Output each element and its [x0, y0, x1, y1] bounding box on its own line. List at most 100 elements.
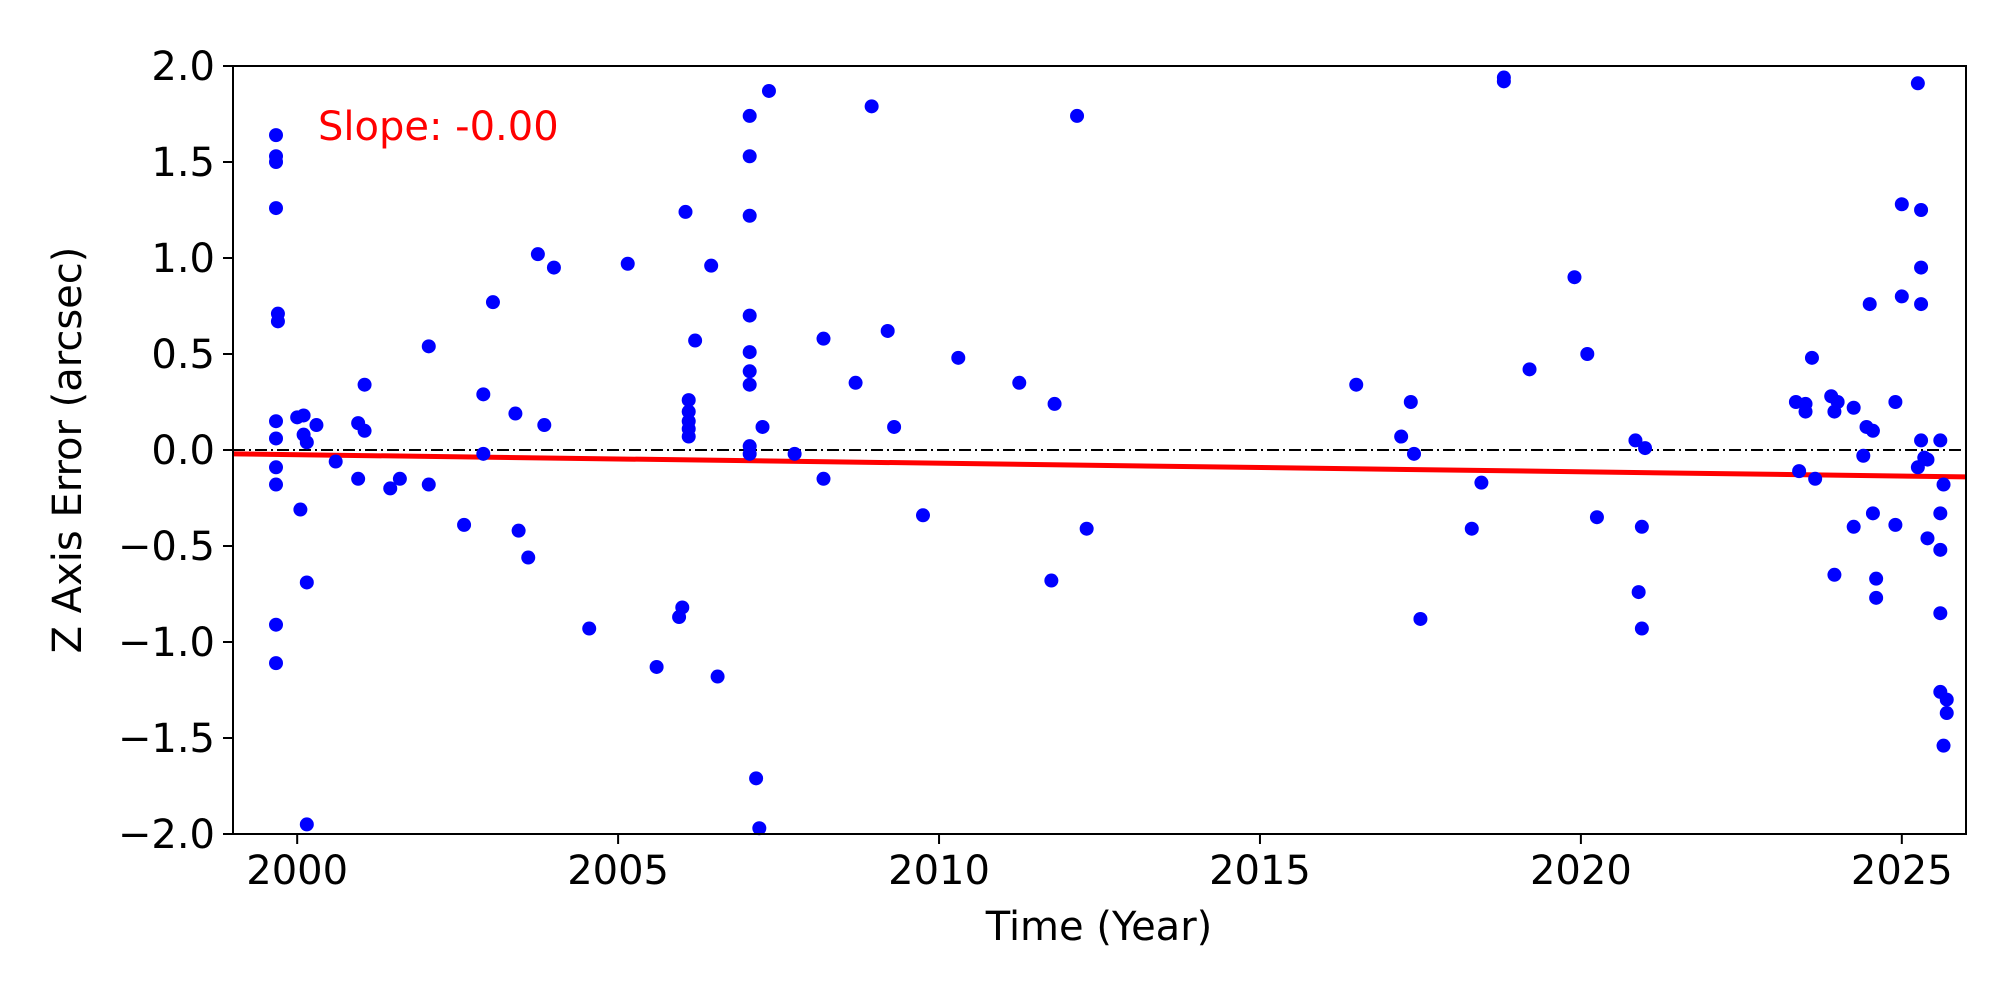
data-point	[1910, 76, 1925, 91]
data-point	[1638, 441, 1653, 456]
data-point	[476, 446, 491, 461]
data-point	[293, 502, 308, 517]
data-point	[1846, 519, 1861, 534]
data-point	[537, 418, 552, 433]
data-point	[299, 817, 314, 832]
data-point	[1865, 506, 1880, 521]
x-tick-label: 2000	[246, 848, 348, 894]
data-point	[269, 460, 284, 475]
data-point	[1589, 510, 1604, 525]
data-point	[1830, 395, 1845, 409]
data-point	[681, 404, 696, 419]
x-tick-label: 2015	[1209, 848, 1311, 894]
data-point	[864, 99, 879, 114]
data-point	[296, 408, 311, 423]
data-point	[742, 377, 757, 392]
y-axis-label: Z Axis Error (arcsec)	[45, 247, 91, 654]
data-point	[742, 149, 757, 164]
data-point	[269, 617, 284, 632]
data-point	[1403, 395, 1418, 409]
data-point	[1933, 542, 1948, 557]
data-point	[1079, 521, 1094, 536]
data-point	[1936, 477, 1951, 492]
data-point	[1936, 738, 1951, 753]
data-point	[476, 387, 491, 402]
y-axis: 2.0 1.5 1.0 0.5 0.0 −0.5 −1.0 −1.5 −2.0	[118, 44, 233, 858]
data-point	[351, 471, 366, 486]
data-point	[1827, 567, 1842, 582]
data-point	[546, 260, 561, 275]
data-point	[1856, 448, 1871, 463]
data-point	[1634, 519, 1649, 534]
data-point	[1407, 446, 1422, 461]
data-point	[688, 333, 703, 348]
data-point	[508, 406, 523, 421]
data-point	[1567, 270, 1582, 285]
data-point	[620, 256, 635, 271]
data-point	[269, 414, 284, 429]
data-point	[1349, 377, 1364, 392]
data-point	[1939, 706, 1954, 721]
y-tick-label: 1.0	[151, 236, 215, 282]
data-point	[742, 108, 757, 123]
data-point	[1888, 517, 1903, 532]
data-point	[1846, 400, 1861, 415]
data-point	[357, 423, 372, 438]
data-point	[1888, 395, 1903, 409]
data-point	[582, 621, 597, 636]
data-point	[357, 377, 372, 392]
data-point	[1634, 621, 1649, 636]
data-point	[742, 446, 757, 461]
data-point	[681, 393, 696, 408]
data-point	[1865, 423, 1880, 438]
data-point	[1894, 197, 1909, 212]
data-point	[710, 669, 725, 684]
data-point	[421, 477, 436, 492]
data-point	[1914, 297, 1929, 312]
data-point	[1914, 260, 1929, 275]
data-point	[1933, 606, 1948, 621]
data-point	[816, 331, 831, 346]
data-point	[1496, 74, 1511, 89]
data-point	[1522, 362, 1537, 377]
annotation-slope: Slope: -0.00	[318, 104, 559, 150]
data-point	[1047, 396, 1062, 411]
data-point	[755, 419, 770, 434]
data-point	[887, 419, 902, 434]
data-point	[1920, 531, 1935, 546]
fit-line	[232, 451, 1967, 480]
data-point	[1631, 585, 1646, 600]
data-point	[269, 128, 284, 143]
data-point	[269, 155, 284, 169]
data-point	[530, 247, 545, 262]
fit-layer	[232, 451, 1967, 480]
x-tick-label: 2010	[888, 848, 990, 894]
data-point	[742, 308, 757, 323]
data-point	[678, 204, 693, 219]
data-point	[761, 83, 776, 98]
data-point	[742, 208, 757, 223]
x-axis: 2000 2005 2010 2015 2020 2025	[246, 834, 1953, 894]
data-point	[269, 431, 284, 446]
data-point	[299, 435, 314, 450]
data-point	[1394, 429, 1409, 444]
y-tick-label: −1.5	[118, 716, 215, 762]
data-point	[1808, 471, 1823, 486]
data-point	[269, 656, 284, 671]
data-point	[848, 375, 863, 390]
data-point	[309, 418, 324, 433]
data-point	[787, 446, 802, 461]
points-layer	[269, 70, 1954, 836]
data-point	[1920, 452, 1935, 467]
data-point	[742, 364, 757, 379]
data-point	[752, 821, 767, 836]
data-point	[1628, 433, 1643, 448]
data-point	[880, 323, 895, 338]
data-point	[1580, 347, 1595, 361]
data-point	[1914, 203, 1929, 217]
data-point	[1869, 590, 1884, 605]
data-point	[1070, 108, 1085, 123]
x-axis-label: Time (Year)	[985, 904, 1213, 950]
data-point	[521, 550, 536, 565]
data-point	[1933, 506, 1948, 521]
